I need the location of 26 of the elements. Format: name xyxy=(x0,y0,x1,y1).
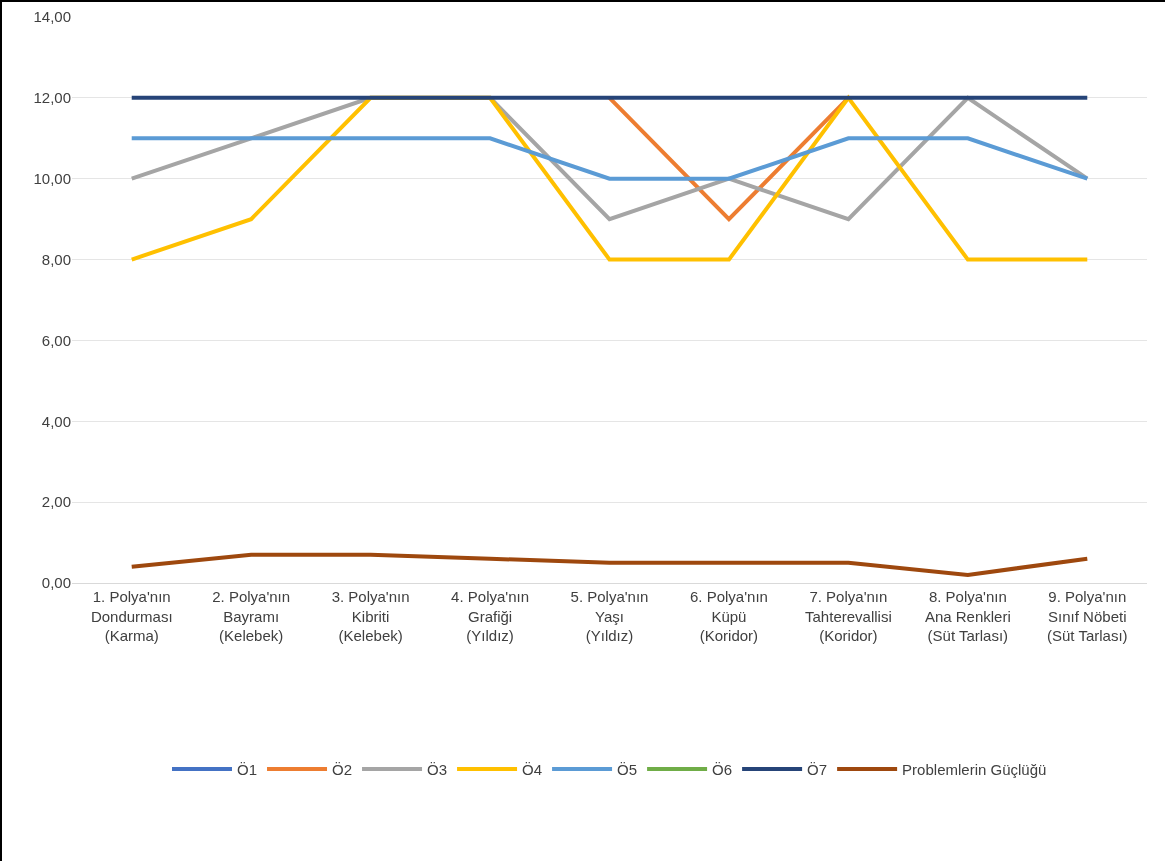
x-tick-label: 3. Polya'nın Kibriti (Kelebek) xyxy=(331,588,410,644)
x-tick-label: 9. Polya'nın Sınıf Nöbeti (Süt Tarlası) xyxy=(1046,588,1128,644)
y-tick-label: 12,00 xyxy=(33,89,71,107)
x-tick-label: 4. Polya'nın Grafiği (Yıldız) xyxy=(451,588,530,644)
legend-label: Ö5 xyxy=(617,760,638,778)
legend-label: Ö4 xyxy=(522,760,543,778)
y-tick-label: 8,00 xyxy=(41,250,71,268)
x-tick-label: 6. Polya'nın Küpü (Koridor) xyxy=(689,588,768,644)
x-tick-label: 5. Polya'nın Yaşı (Yıldız) xyxy=(570,588,649,644)
x-tick-label: 8. Polya'nın Ana Renkleri (Süt Tarlası) xyxy=(924,588,1011,644)
legend-label: Ö6 xyxy=(712,760,733,778)
y-tick-label: 4,00 xyxy=(41,412,71,430)
line-series xyxy=(129,552,1090,577)
legend-label: Ö2 xyxy=(332,760,353,778)
x-tick-label: 2. Polya'nın Bayramı (Kelebek) xyxy=(212,588,291,644)
legend-label: Problemlerin Güçlüğü xyxy=(902,760,1047,778)
legend-label: Ö7 xyxy=(807,760,828,778)
legend-label: Ö1 xyxy=(237,760,258,778)
y-tick-label: 10,00 xyxy=(33,169,71,187)
y-tick-label: 14,00 xyxy=(33,8,71,26)
x-tick-label: 1. Polya'nın Dondurması (Karma) xyxy=(90,588,173,644)
legend-label: Ö3 xyxy=(427,760,448,778)
x-tick-label: 7. Polya'nın Tahterevallisi (Koridor) xyxy=(805,588,892,644)
y-tick-label: 2,00 xyxy=(41,493,71,511)
y-tick-label: 0,00 xyxy=(41,574,71,592)
y-tick-label: 6,00 xyxy=(41,331,71,349)
